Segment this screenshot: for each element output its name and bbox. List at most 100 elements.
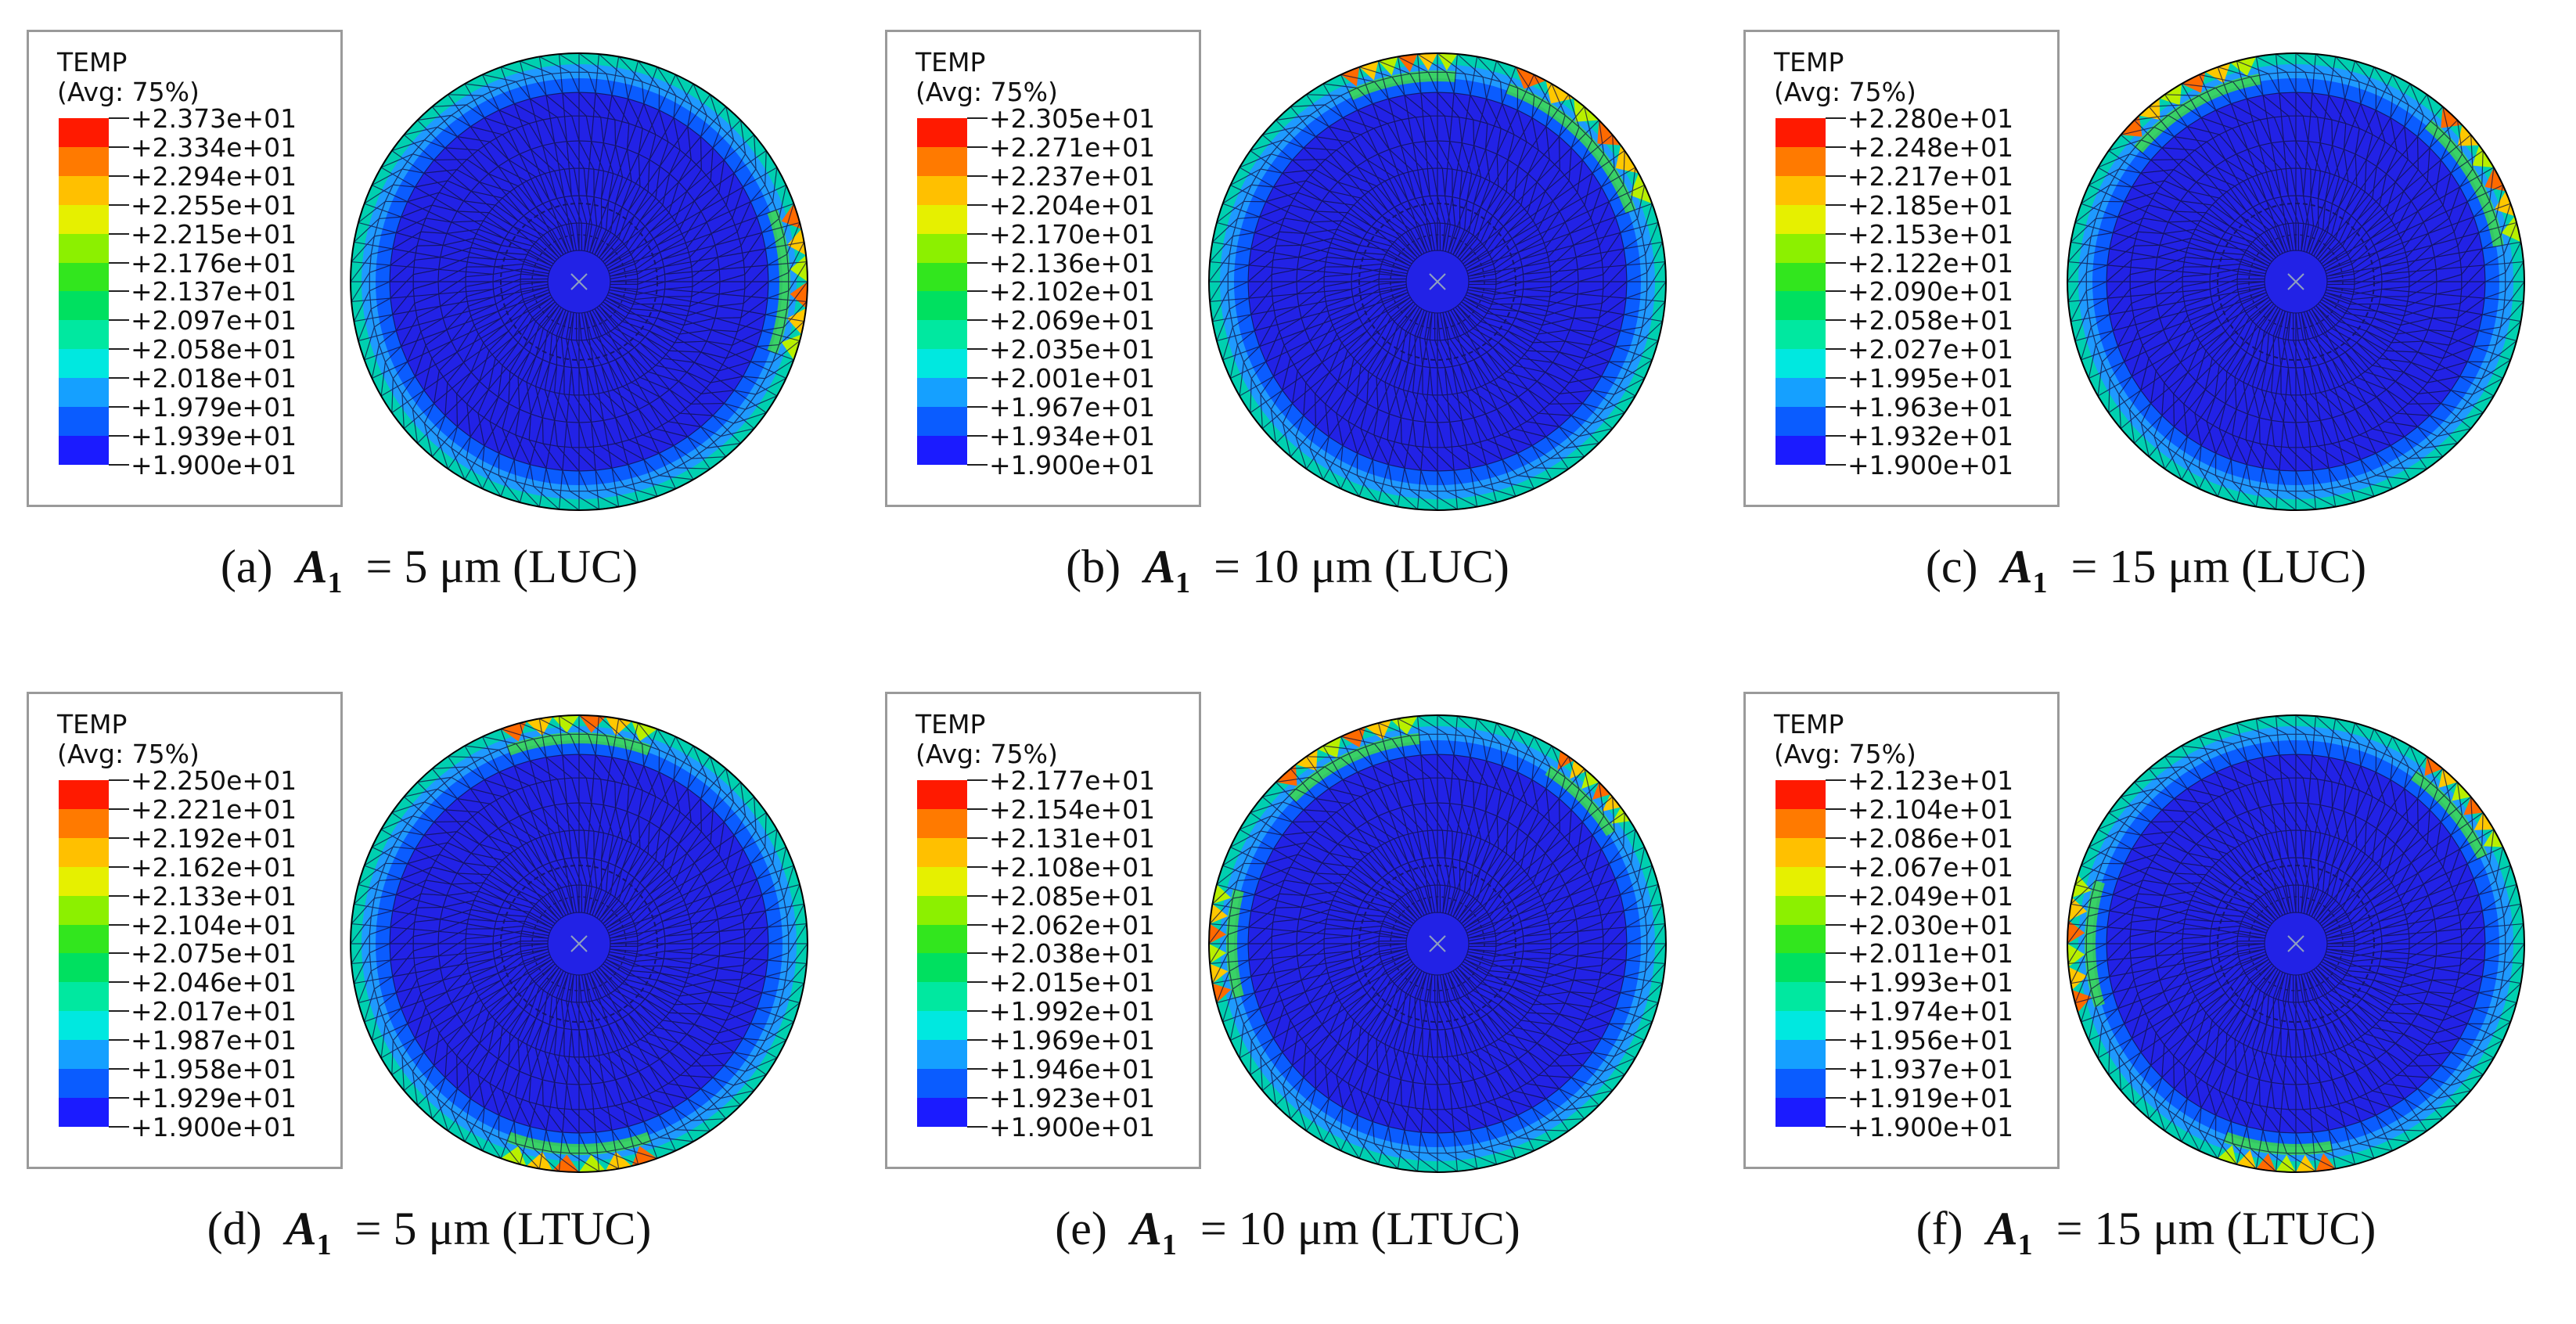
mesh-line [2134, 114, 2168, 121]
mesh-line [761, 880, 779, 895]
mesh-line [1248, 245, 1276, 266]
caption-symbol-letter: A [1986, 1203, 2018, 1254]
mesh-line [495, 204, 519, 221]
mesh-line [456, 987, 475, 1015]
mesh-line [457, 872, 489, 876]
mesh-line [2237, 273, 2265, 277]
mesh-line [603, 796, 755, 924]
legend-swatch [1775, 780, 1826, 810]
mesh-line [1495, 266, 1523, 280]
mesh-line [1444, 1109, 1471, 1131]
mesh-line [354, 218, 380, 243]
mesh-line [492, 273, 521, 282]
mesh-line [1275, 120, 1377, 221]
mesh-line [1459, 117, 1462, 143]
mesh-line [712, 789, 721, 811]
mesh-line [1229, 910, 1251, 917]
mesh-line [2109, 893, 2139, 912]
mesh-line [628, 974, 657, 981]
mesh-line [593, 394, 617, 419]
mesh-line [2195, 317, 2218, 335]
mesh-line [2381, 950, 2524, 965]
mesh-line [1347, 1059, 1358, 1084]
mesh-line [2326, 948, 2521, 984]
mesh-line [637, 281, 666, 290]
mesh-line [1599, 297, 1627, 318]
mesh-line [628, 98, 643, 129]
mesh-line [1301, 958, 1326, 981]
mesh-line [488, 330, 509, 351]
mesh-line [1500, 481, 1534, 490]
mesh-line [1357, 772, 1388, 786]
mesh-line [578, 754, 602, 780]
mesh-line [664, 288, 807, 303]
mesh-line [2097, 815, 2130, 830]
mesh-line [2091, 976, 2110, 990]
mesh-line [2287, 367, 2292, 395]
mesh-line [2308, 1000, 2326, 1025]
legend-swatch [917, 1069, 967, 1099]
mesh-line [743, 894, 763, 923]
mesh-line [686, 169, 702, 192]
mesh-line [446, 890, 479, 897]
mesh-line [657, 847, 786, 908]
mesh-line [683, 210, 702, 239]
mesh-line [674, 853, 688, 883]
hot-spot-element [1365, 720, 1391, 740]
mesh-line [2322, 959, 2495, 1059]
mesh-line [2358, 1096, 2391, 1109]
mesh-line [1309, 1088, 1317, 1110]
mesh-line [401, 394, 405, 429]
mesh-line [2410, 842, 2428, 864]
mesh-line [1468, 286, 1663, 322]
temperature-mesh-disk [2067, 52, 2525, 511]
mesh-line [606, 167, 778, 267]
mesh-line [1531, 445, 1551, 459]
legend-box: TEMP (Avg: 75%) +2.123e+01 +2.104e+01 +2.086… [1743, 692, 2060, 1169]
mesh-line [669, 350, 701, 353]
mesh-line [1473, 417, 1488, 441]
mesh-line [657, 228, 680, 246]
mesh-line [664, 261, 807, 275]
mesh-line [2344, 1075, 2360, 1098]
mesh-line [2183, 159, 2206, 174]
caption-symbol-letter: A [296, 541, 328, 592]
mesh-line [1430, 447, 1455, 471]
mesh-line [1282, 1065, 1293, 1086]
mesh-line [532, 961, 554, 980]
mesh-line [488, 835, 519, 849]
mesh-line [2319, 142, 2331, 174]
caption-symbol-subscript: 1 [2017, 1229, 2033, 1261]
mesh-line [1272, 281, 1297, 290]
mesh-line [1332, 237, 1360, 246]
mesh-line [1260, 830, 1283, 836]
mesh-line [1576, 303, 1603, 307]
mesh-line [1631, 829, 1636, 864]
mesh-line [2148, 305, 2276, 458]
mesh-line [1437, 754, 1460, 780]
mesh-line [1625, 952, 1647, 961]
mesh-line [1642, 301, 1666, 328]
mesh-line [1499, 743, 1503, 766]
mesh-line [1527, 389, 1550, 405]
mesh-line [1337, 317, 1360, 335]
mesh-line [1397, 900, 1418, 920]
mesh-line [1484, 149, 1491, 182]
mesh-line [1500, 1143, 1534, 1152]
mesh-line [535, 207, 557, 228]
mesh-line [679, 329, 712, 335]
mesh-line [1340, 74, 1375, 82]
mesh-line [2120, 963, 2272, 1092]
mesh-line [466, 289, 494, 297]
mesh-line [517, 377, 520, 410]
mesh-line [740, 878, 757, 908]
mesh-line [1592, 815, 1605, 836]
mesh-line [585, 367, 600, 509]
mesh-line [2153, 788, 2175, 800]
mesh-line [451, 977, 472, 1004]
mesh-line [438, 276, 466, 295]
legend-tick [1826, 808, 1846, 810]
mesh-line [2331, 736, 2393, 866]
mesh-line [1391, 739, 1405, 758]
mesh-line [1520, 303, 1549, 307]
